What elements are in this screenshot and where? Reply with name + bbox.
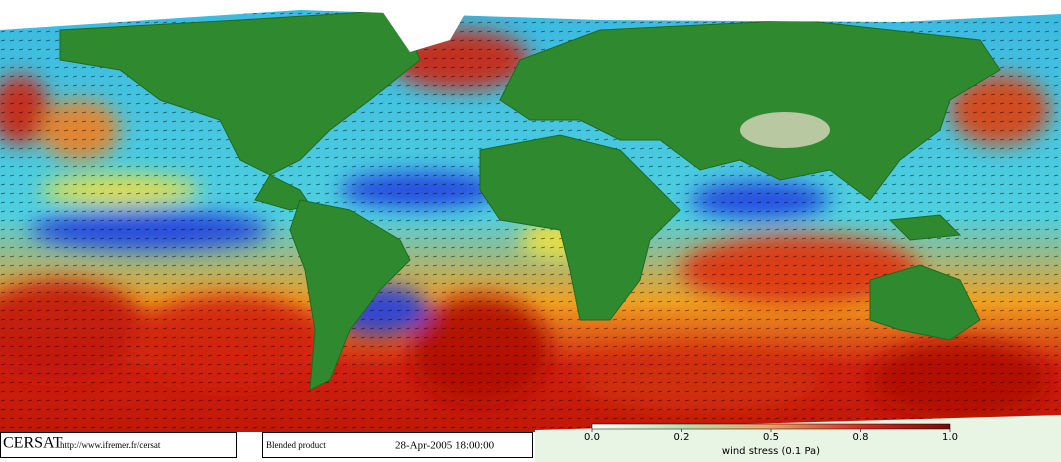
colorbar-tick-label: 0.8 [853, 432, 869, 443]
footer: CERSAT http://www.ifremer.fr/cersat Blen… [0, 432, 533, 458]
colorbar-scale [591, 423, 951, 430]
colorbar-tick-label: 1.0 [942, 432, 958, 443]
colorbar-tick-label: 0.2 [674, 432, 690, 443]
date: 28-Apr-2005 18:00:00 [395, 440, 495, 452]
colorbar: wind stress (0.1 Pa) 0.0 0.2 0.5 0.8 1.0 [584, 423, 958, 457]
colorbar-tick-label: 0.0 [584, 432, 600, 443]
product-box [262, 432, 533, 458]
product: Blended product [266, 440, 326, 450]
info-box [0, 432, 237, 458]
url: http://www.ifremer.fr/cersat [60, 440, 161, 450]
colorbar-tick-label: 0.5 [763, 432, 779, 443]
colorbar-label: wind stress (0.1 Pa) [722, 446, 820, 457]
logo: CERSAT [3, 435, 63, 452]
